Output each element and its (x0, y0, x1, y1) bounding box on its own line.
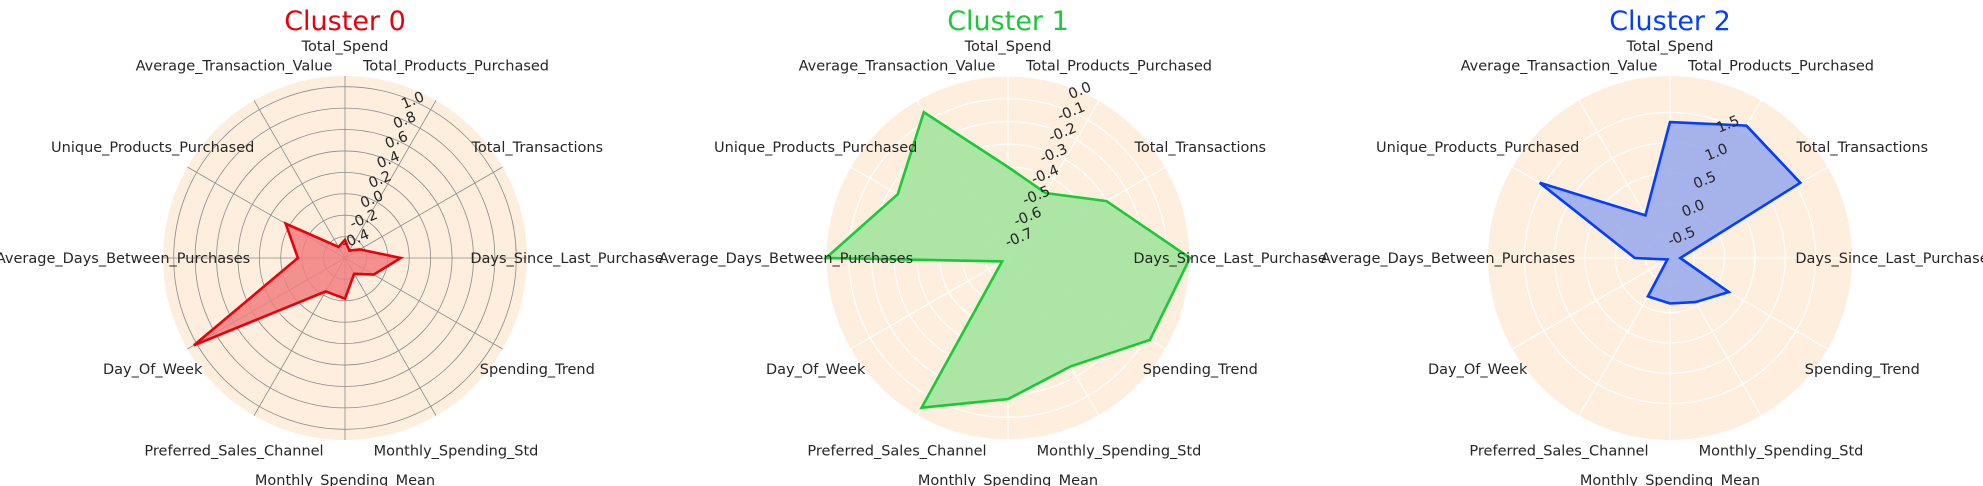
category-label: Spending_Trend (1805, 362, 1920, 378)
category-label: Unique_Products_Purchased (51, 140, 254, 156)
spoke-line (253, 100, 346, 259)
category-label: Total_Transactions (1795, 140, 1928, 156)
category-label: Day_Of_Week (103, 362, 203, 378)
category-label: Total_Products_Purchased (1025, 59, 1212, 75)
series-area (193, 221, 405, 347)
category-label: Total_Spend (1626, 39, 1714, 55)
radar-chart-1: -0.7-0.6-0.5-0.4-0.3-0.2-0.10.0Total_Spe… (659, 6, 1327, 486)
series-area (1538, 120, 1803, 305)
category-label: Days_Since_Last_Purchase (470, 251, 663, 267)
spoke-line (344, 100, 437, 259)
category-label: Unique_Products_Purchased (1376, 140, 1579, 156)
category-label: Days_Since_Last_Purchase (1133, 251, 1326, 267)
category-label: Total_Spend (301, 39, 389, 55)
series-area (822, 110, 1192, 410)
category-label: Preferred_Sales_Channel (144, 443, 323, 459)
category-label: Monthly_Spending_Std (1037, 443, 1202, 459)
category-label: Day_Of_Week (766, 362, 866, 378)
category-label: Spending_Trend (480, 362, 595, 378)
chart-title: Cluster 1 (947, 6, 1069, 37)
radar-chart-0: -0.4-0.20.00.20.40.60.81.0Total_SpendTot… (0, 6, 664, 486)
spoke-line (344, 166, 503, 259)
category-label: Monthly_Spending_Std (374, 443, 539, 459)
category-label: Average_Transaction_Value (799, 59, 996, 75)
category-label: Average_Transaction_Value (136, 59, 333, 75)
chart-title: Cluster 0 (284, 6, 406, 37)
category-label: Average_Days_Between_Purchases (1321, 251, 1575, 267)
category-label: Day_Of_Week (1428, 362, 1528, 378)
category-label: Monthly_Spending_Mean (255, 473, 435, 486)
chart-title: Cluster 2 (1609, 6, 1731, 37)
category-label: Average_Transaction_Value (1461, 59, 1658, 75)
spoke-line (344, 257, 437, 416)
spoke-line (850, 257, 1009, 350)
category-label: Total_Spend (964, 39, 1052, 55)
category-label: Spending_Trend (1143, 362, 1258, 378)
category-label: Average_Days_Between_Purchases (659, 251, 913, 267)
category-label: Unique_Products_Purchased (714, 140, 917, 156)
category-label: Total_Transactions (470, 140, 603, 156)
category-label: Preferred_Sales_Channel (807, 443, 986, 459)
category-label: Monthly_Spending_Mean (1580, 473, 1760, 486)
category-label: Preferred_Sales_Channel (1469, 443, 1648, 459)
category-label: Monthly_Spending_Std (1699, 443, 1864, 459)
category-label: Total_Transactions (1133, 140, 1266, 156)
category-label: Monthly_Spending_Mean (918, 473, 1098, 486)
radar-chart-2: -0.50.00.51.01.5Total_SpendTotal_Product… (1321, 6, 1983, 486)
category-label: Average_Days_Between_Purchases (0, 251, 250, 267)
category-label: Total_Products_Purchased (1687, 59, 1874, 75)
category-label: Days_Since_Last_Purchase (1795, 251, 1983, 267)
spoke-line (1512, 257, 1671, 350)
category-label: Total_Products_Purchased (362, 59, 549, 75)
